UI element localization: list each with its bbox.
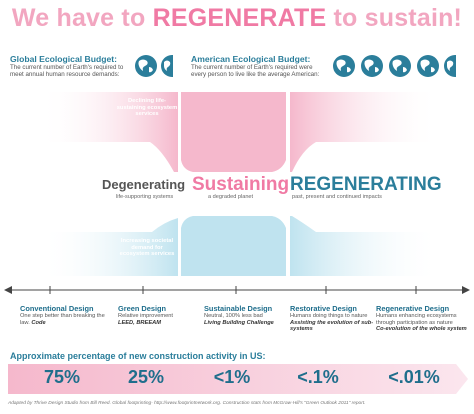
- percentage-regenerative: <.01%: [388, 367, 440, 387]
- bottom-center-segment: [181, 216, 286, 276]
- stage-desc: Relative improvement LEED, BREEAM: [118, 313, 174, 326]
- stage-title: Conventional Design: [20, 304, 94, 313]
- title-post: to sustain!: [326, 4, 463, 32]
- american-budget-description: The current number of Earth's required w…: [191, 64, 320, 79]
- percentage-band: [8, 364, 468, 394]
- global-budget-globes: [135, 55, 173, 77]
- global-budget-heading: Global Ecological Budget:: [10, 54, 117, 64]
- top-center-segment: [181, 92, 286, 172]
- degenerating-label: Degenerating: [102, 177, 186, 192]
- global-budget-description: The current number of Earth's required t…: [10, 64, 124, 79]
- top-band: [40, 92, 440, 172]
- globe-icon: [389, 55, 411, 77]
- top-right-segment: [290, 92, 440, 172]
- design-timeline: [4, 286, 470, 294]
- globe-icon: [361, 55, 383, 77]
- half-globe-icon: [444, 55, 456, 77]
- percentage-conventional: 75%: [43, 367, 81, 387]
- percentage-green: 25%: [127, 367, 165, 387]
- declining-services-label: Declining life-sustaining ecosystem serv…: [116, 98, 178, 118]
- stage-desc: Humans enhancing ecosystems through part…: [376, 313, 467, 333]
- stage-desc: Humans doing things to nature Assisting t…: [290, 313, 374, 333]
- title-pre: We have to: [11, 4, 153, 32]
- regenerating-sub: past, present and continued impacts: [292, 194, 382, 200]
- source-footer: Adapted by Thrive Design Studio from Bil…: [8, 401, 366, 406]
- stage-desc: Neutral, 100% less bad Living Building Ch…: [204, 313, 274, 326]
- half-globe-icon: [161, 55, 173, 77]
- stage-sustainable: Sustainable Design Neutral, 100% less ba…: [204, 304, 288, 326]
- timeline-left-arrow: [4, 286, 12, 294]
- regeneration-diagram: [40, 92, 440, 276]
- title-emphasis: REGENERATE: [152, 4, 327, 32]
- percentage-sustainable: <1%: [213, 367, 251, 387]
- bottom-band: [40, 216, 440, 276]
- stage-title: Green Design: [118, 304, 167, 313]
- stage-restorative: Restorative Design Humans doing things t…: [290, 304, 376, 333]
- bottom-left-segment: [40, 218, 178, 276]
- stage-title: Sustainable Design: [204, 304, 273, 313]
- stage-title: Regenerative Design: [376, 304, 450, 313]
- degenerating-sub: life-supporting systems: [116, 194, 174, 200]
- stage-regenerative: Regenerative Design Humans enhancing eco…: [376, 304, 472, 333]
- globe-icon: [135, 55, 157, 77]
- percentage-restorative: <.1%: [297, 367, 339, 387]
- stage-desc: One step better than breaking the law. C…: [20, 313, 105, 326]
- percentage-arrow-band: [8, 364, 468, 394]
- regenerating-label: REGENERATING: [290, 174, 442, 195]
- timeline-right-arrow: [462, 286, 470, 294]
- sustaining-label: Sustaining: [192, 174, 290, 195]
- page-title: We have to REGENERATE to sustain!: [0, 4, 474, 33]
- stage-green: Green Design Relative improvement LEED, B…: [118, 304, 198, 326]
- sustaining-sub: a degraded planet: [208, 194, 254, 200]
- globe-icon: [333, 55, 355, 77]
- globe-icon: [417, 55, 439, 77]
- top-left-segment: [40, 92, 178, 172]
- bottom-right-segment: [290, 216, 440, 276]
- american-budget-globes: [333, 55, 456, 77]
- stage-title: Restorative Design: [290, 304, 357, 313]
- american-budget-heading: American Ecological Budget:: [191, 54, 311, 64]
- increasing-demand-label: Increasing societal demand for ecosystem…: [119, 238, 175, 258]
- stage-conventional: Conventional Design One step better than…: [20, 304, 106, 326]
- percentage-title: Approximate percentage of new constructi…: [10, 351, 266, 361]
